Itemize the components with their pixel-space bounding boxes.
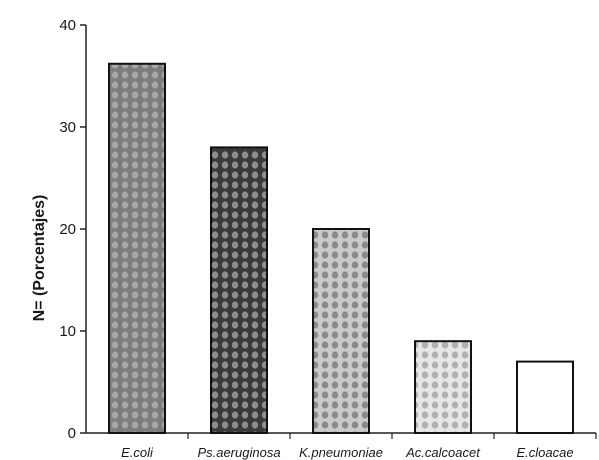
bar-e-cloacae [516, 360, 574, 435]
y-tick-label: 30 [59, 119, 76, 136]
x-tick-label: E.coli [121, 445, 154, 460]
x-tick-label: E.cloacae [516, 445, 573, 460]
bar-k-pneumoniae [312, 228, 370, 434]
category-labels: E.coli Ps.aeruginosa K.pneumoniae Ac.calcoa… [121, 445, 573, 460]
bar-ac-calcoacet [414, 340, 472, 435]
y-tick-label: 0 [68, 425, 76, 442]
bar-ps-aeruginosa [210, 146, 268, 434]
x-tick-label: K.pneumoniae [299, 445, 383, 460]
y-axis: 0 10 20 30 40 [59, 17, 87, 442]
x-tick-label: Ac.calcoacet [405, 445, 481, 460]
y-tick-label: 10 [59, 323, 76, 340]
bar-e-coli [108, 62, 166, 434]
x-tick-label: Ps.aeruginosa [197, 445, 280, 460]
y-axis-title: N= (Porcentajes) [31, 195, 48, 322]
y-tick-label: 20 [59, 221, 76, 238]
bars [108, 62, 574, 435]
y-tick-label: 40 [59, 17, 76, 34]
